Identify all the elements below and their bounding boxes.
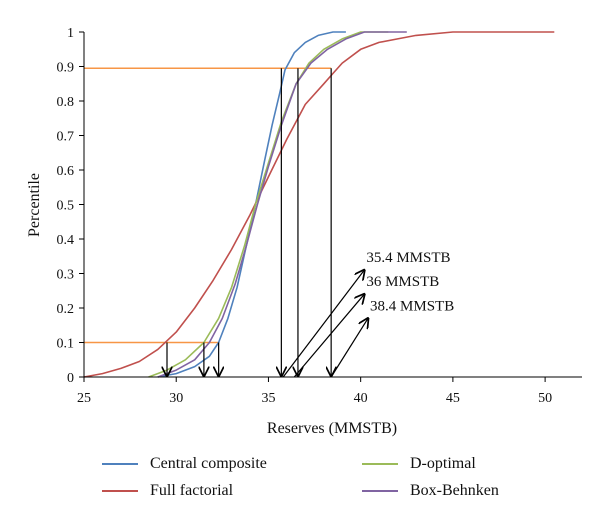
x-tick-label: 30: [169, 391, 183, 406]
series-line-d-optimal: [148, 31, 389, 378]
y-tick-label: 0.6: [57, 164, 75, 179]
x-tick-label: 25: [77, 391, 91, 406]
y-tick-label: 0.9: [57, 61, 75, 76]
x-tick-label: 40: [354, 391, 368, 406]
x-axis-title: Reserves (MMSTB): [267, 420, 397, 437]
y-tick-label: 0.7: [57, 130, 75, 145]
x-tick-label: 50: [538, 391, 552, 406]
x-tick-label: 35: [261, 391, 275, 406]
y-tick-label: 1: [67, 26, 74, 41]
y-tick-label: 0.5: [57, 199, 75, 214]
series-line-full-factorial: [83, 31, 555, 378]
annotation-label: 35.4 MMSTB: [366, 250, 450, 266]
annotation-arrow: [330, 318, 368, 378]
x-tick-label: 45: [446, 391, 460, 406]
annotation-arrow: [282, 270, 364, 378]
y-tick-label: 0.3: [57, 268, 75, 283]
annotation-label: 36 MMSTB: [366, 274, 439, 290]
annotation-arrow: [293, 294, 364, 378]
y-axis-title: Percentile: [26, 173, 43, 237]
series-line-central-composite: [157, 31, 346, 378]
annotation-label: 38.4 MMSTB: [370, 298, 454, 314]
y-tick-label: 0.8: [57, 95, 75, 110]
y-tick-label: 0.2: [57, 302, 75, 317]
y-tick-label: 0.4: [57, 233, 75, 248]
y-tick-label: 0: [67, 371, 74, 386]
series-line-box-behnken: [157, 31, 407, 378]
y-tick-label: 0.1: [57, 337, 75, 352]
